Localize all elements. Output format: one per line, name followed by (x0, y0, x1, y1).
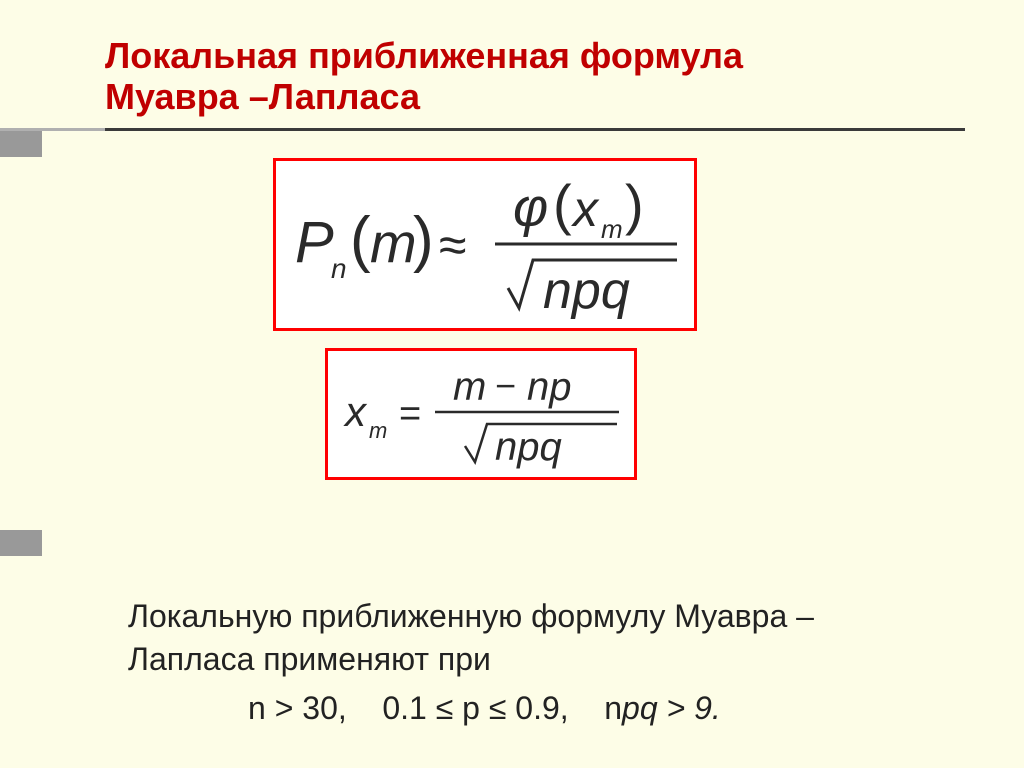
sym-rparen2: ) (625, 173, 644, 236)
sym-np: np (527, 365, 572, 409)
formula-main: P n ( m ) ≈ φ ( x m ) npq (285, 170, 685, 320)
cond-n: n > 30, (248, 690, 347, 726)
sym-approx: ≈ (439, 217, 466, 273)
sym-x-sub: m (601, 214, 623, 244)
cond-le2: ≤ (489, 690, 507, 726)
sym-x2: x (343, 388, 368, 435)
sym-npq2: npq (495, 425, 562, 469)
title-block: Локальная приближенная формула Муавра –Л… (105, 35, 964, 118)
sym-minus: − (495, 365, 516, 406)
title-line-2: Муавра –Лапласа (105, 76, 964, 117)
sym-phi: φ (513, 178, 548, 238)
formula-x-box: x m = m − np npq (325, 348, 637, 480)
sym-num-m: m (453, 365, 486, 409)
cond-p-mid: p (453, 690, 489, 726)
sym-eq: = (399, 393, 421, 435)
sym-x2-sub: m (369, 418, 387, 443)
sym-x: x (571, 181, 600, 237)
sym-npq: npq (543, 262, 630, 320)
title-line-1: Локальная приближенная формула (105, 35, 964, 76)
sym-P-sub: n (331, 253, 347, 284)
slide: Локальная приближенная формула Муавра –Л… (0, 0, 1024, 768)
underline-dark (105, 128, 965, 131)
cond-npq-n: n (604, 690, 622, 726)
sym-m: m (370, 211, 417, 274)
conditions-line: n > 30, 0.1 ≤ p ≤ 0.9, npq > 9. (128, 687, 948, 730)
cond-npq-pq: pq > 9. (622, 690, 721, 726)
accent-bottom (0, 530, 42, 556)
formula-main-box: P n ( m ) ≈ φ ( x m ) npq (273, 158, 697, 331)
cond-p-right: 0.9, (506, 690, 568, 726)
body-line-2: Лапласа применяют при (128, 638, 948, 681)
sym-lparen2: ( (553, 173, 572, 236)
sym-lparen: ( (350, 205, 371, 274)
sym-P: P (295, 210, 334, 275)
sym-rparen: ) (413, 205, 434, 274)
cond-le1: ≤ (436, 690, 454, 726)
body-text: Локальную приближенную формулу Муавра – … (128, 595, 948, 731)
body-line-1: Локальную приближенную формулу Муавра – (128, 595, 948, 638)
cond-p-left: 0.1 (382, 690, 435, 726)
accent-top (0, 131, 42, 157)
formula-x: x m = m − np npq (335, 356, 627, 472)
